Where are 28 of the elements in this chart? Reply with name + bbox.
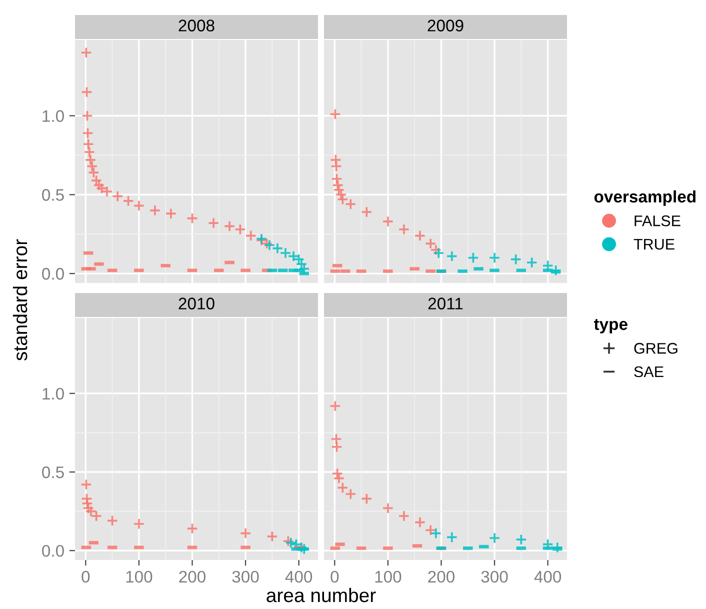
legend-title: type (594, 319, 628, 334)
chart-title: 2008 (178, 20, 214, 32)
text: SAE (634, 366, 664, 378)
x-tick-label: 100 (375, 570, 402, 583)
y-tick-label: 0.0 (42, 268, 64, 280)
y-tick-label: 0.0 (42, 544, 64, 557)
x-tick-label: 300 (481, 570, 508, 583)
y-tick-label: 0.5 (42, 466, 64, 478)
chart-title: 2010 (178, 298, 214, 310)
x-tick-label: 200 (428, 570, 454, 583)
x-tick-label: 300 (232, 570, 259, 583)
y-tick-label: 1.0 (42, 388, 64, 400)
legend-label: FALSE (634, 215, 680, 226)
y-tick-label: 0.5 (42, 189, 64, 201)
x-tick-label: 400 (534, 570, 562, 583)
legend-title: oversampled (594, 190, 696, 206)
text: GREG (634, 342, 678, 354)
x-tick-label: 400 (285, 570, 312, 583)
x-axis-title: area number (266, 588, 376, 602)
x-tick-label: 100 (126, 570, 152, 583)
chart-title: 2009 (428, 20, 464, 32)
x-tick-label: 200 (179, 570, 206, 583)
x-tick-label: 0 (330, 570, 339, 583)
x-tick-label: 0 (82, 570, 90, 583)
chart-title: 2011 (428, 298, 463, 310)
legend-label: TRUE (634, 238, 674, 250)
y-tick-label: 1.0 (42, 110, 64, 122)
y-axis-title: standard error (12, 239, 28, 361)
